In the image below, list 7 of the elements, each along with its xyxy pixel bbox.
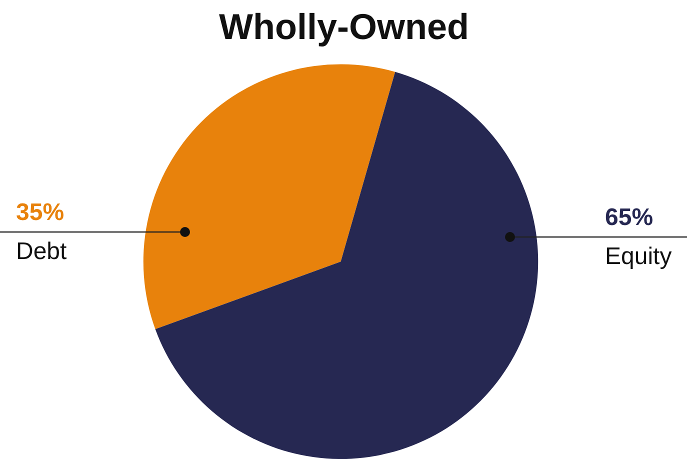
chart-title: Wholly-Owned bbox=[219, 6, 469, 47]
data-label: 65% bbox=[605, 204, 654, 231]
slice-label: Debt bbox=[16, 238, 68, 265]
data-label: 35% bbox=[16, 199, 64, 226]
pie-slice bbox=[155, 72, 538, 459]
slice-label: Equity bbox=[605, 243, 672, 270]
pie-slice bbox=[144, 64, 396, 330]
